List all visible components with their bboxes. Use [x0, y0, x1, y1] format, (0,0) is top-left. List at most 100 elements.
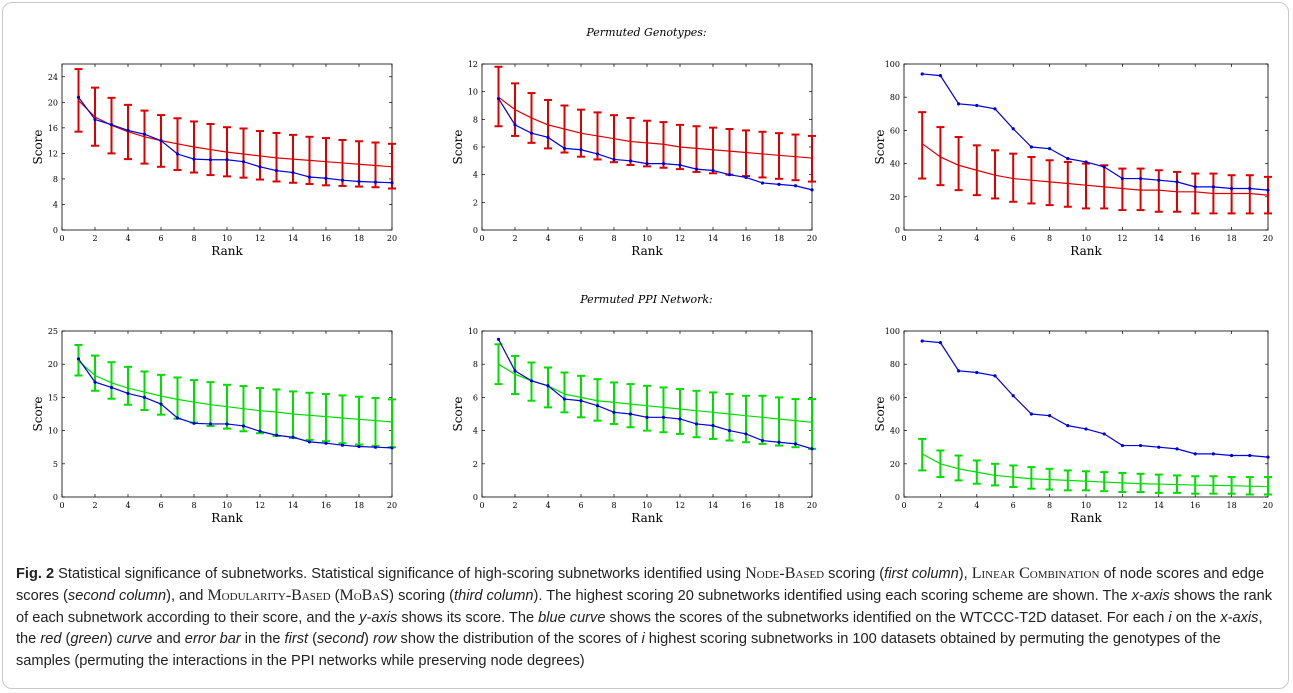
x-tick-label: 14 — [1154, 501, 1164, 510]
caption-term: Node-Based — [745, 565, 825, 582]
x-tick-label: 0 — [479, 501, 484, 510]
x-tick-label: 20 — [807, 501, 817, 510]
y-tick-label: 60 — [890, 126, 900, 135]
observed-point — [142, 132, 147, 136]
observed-point — [727, 429, 732, 433]
observed-point — [1066, 157, 1070, 161]
observed-point — [957, 369, 961, 373]
x-axis-label: Rank — [1070, 244, 1102, 258]
observed-point — [1048, 414, 1052, 418]
y-tick-label: 6 — [473, 143, 478, 152]
observed-point — [975, 370, 979, 375]
x-tick-label: 14 — [288, 234, 298, 243]
caption-emphasis: i — [1168, 609, 1172, 626]
observed-point — [513, 123, 517, 127]
score-rank-plot-2: 0 2 4 6 8 10 12 14 16 18 20 0 2 4 6 8 10 12 Rank Score — [451, 60, 817, 258]
observed-point — [109, 123, 114, 127]
x-tick-label: 10 — [222, 501, 232, 510]
x-tick-label: 8 — [191, 234, 196, 243]
caption-emphasis: second column — [67, 588, 167, 605]
caption-emphasis: blue curve — [538, 609, 606, 626]
observed-point — [142, 395, 147, 399]
x-tick-label: 18 — [1227, 234, 1237, 243]
observed-point — [595, 152, 600, 156]
observed-point — [645, 415, 649, 419]
caption-emphasis: first — [284, 631, 309, 648]
observed-point — [513, 369, 517, 373]
observed-point — [291, 170, 295, 175]
observed-point — [628, 159, 633, 163]
x-tick-label: 6 — [578, 234, 583, 243]
caption-emphasis: x-axis — [1131, 588, 1170, 605]
observed-point — [1248, 453, 1252, 458]
observed-point — [1157, 445, 1161, 449]
x-tick-label: 0 — [59, 501, 64, 510]
observed-point — [1230, 453, 1234, 458]
observed-point — [546, 135, 550, 139]
caption-text: ) — [107, 631, 117, 648]
observed-point — [274, 169, 279, 173]
observed-point — [1029, 145, 1033, 149]
y-tick-label: 16 — [48, 124, 58, 133]
caption-text: ( — [330, 588, 340, 605]
caption-emphasis: green — [70, 631, 108, 648]
y-tick-label: 0 — [53, 493, 58, 502]
x-axis-label: Rank — [211, 244, 243, 258]
observed-point — [274, 433, 279, 437]
x-tick-label: 20 — [1263, 234, 1273, 243]
score-rank-plot-6: 0 2 4 6 8 10 12 14 16 18 20 0 20 40 60 80 100 Rank Score — [873, 327, 1273, 525]
observed-point — [810, 447, 814, 451]
caption-emphasis: error bar — [184, 631, 241, 648]
observed-point — [1102, 432, 1106, 436]
permuted-curve — [498, 363, 813, 423]
observed-point — [390, 181, 394, 185]
observed-point — [159, 402, 163, 406]
x-tick-label: 12 — [675, 501, 685, 510]
score-rank-plot-3: 0 2 4 6 8 10 12 14 16 18 20 0 20 40 60 80 100 Rank Score — [873, 60, 1273, 258]
caption-text: shows the rank of each subnetwork accord… — [16, 588, 1273, 626]
observed-point — [1211, 185, 1215, 189]
observed-point — [711, 168, 715, 173]
observed-point — [1066, 424, 1070, 428]
x-axis-label: Rank — [631, 244, 663, 258]
y-tick-label: 20 — [890, 193, 900, 202]
observed-point — [175, 416, 180, 420]
x-tick-label: 20 — [1263, 501, 1273, 510]
caption-emphasis: row — [372, 631, 397, 648]
caption-text: scoring ( — [824, 566, 885, 582]
observed-point — [661, 415, 666, 419]
y-tick-label: 12 — [468, 60, 478, 69]
x-tick-label: 12 — [255, 234, 265, 243]
observed-point — [579, 148, 583, 152]
caption-emphasis: second — [316, 631, 365, 648]
x-axis-label: Rank — [1070, 511, 1102, 525]
caption-text: on the — [1171, 609, 1221, 626]
x-tick-label: 20 — [387, 234, 397, 243]
x-tick-label: 2 — [938, 501, 943, 510]
x-tick-label: 0 — [901, 234, 906, 243]
x-tick-label: 18 — [354, 234, 364, 243]
caption-emphasis: first column — [884, 566, 959, 582]
caption-emphasis: curve — [116, 631, 153, 648]
y-tick-label: 10 — [468, 88, 478, 97]
y-tick-label: 2 — [473, 198, 478, 207]
caption-text: ( — [61, 631, 71, 648]
observed-point — [1011, 127, 1015, 131]
observed-point — [595, 404, 600, 408]
y-tick-label: 5 — [53, 460, 58, 469]
caption-text: ) — [364, 631, 373, 648]
x-tick-label: 8 — [191, 501, 196, 510]
observed-point — [241, 424, 246, 428]
observed-point — [777, 440, 781, 444]
observed-point — [357, 444, 361, 449]
y-tick-label: 20 — [48, 98, 58, 107]
x-tick-label: 18 — [1227, 501, 1237, 510]
observed-point — [678, 163, 682, 167]
observed-point — [711, 424, 715, 428]
caption-text: ), — [958, 566, 972, 582]
observed-point — [1029, 412, 1033, 416]
caption-text: shows the scores of the subnetworks iden… — [605, 609, 1169, 626]
